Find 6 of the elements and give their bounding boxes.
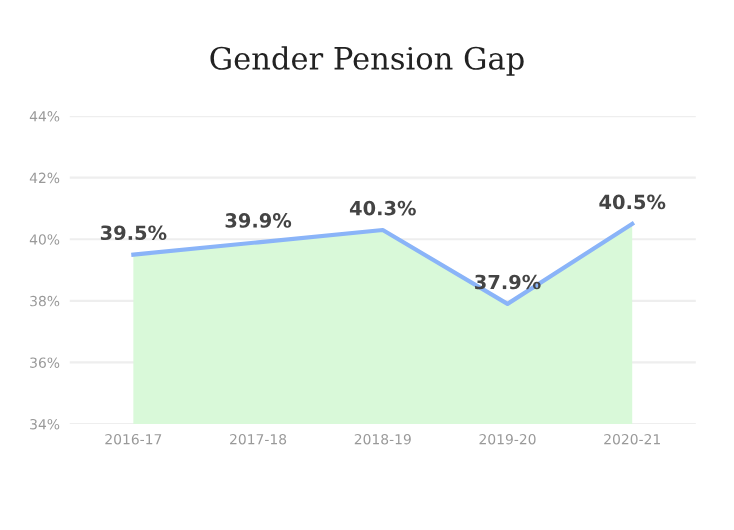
data-label: 40.3% bbox=[349, 200, 416, 216]
data-label: 37.9% bbox=[475, 274, 541, 290]
data-label: 39.9% bbox=[225, 213, 292, 228]
data-label: 40.5% bbox=[599, 194, 666, 210]
data-label: 39.5% bbox=[100, 225, 167, 241]
chart-title: Gender Pension Gap bbox=[210, 46, 524, 76]
